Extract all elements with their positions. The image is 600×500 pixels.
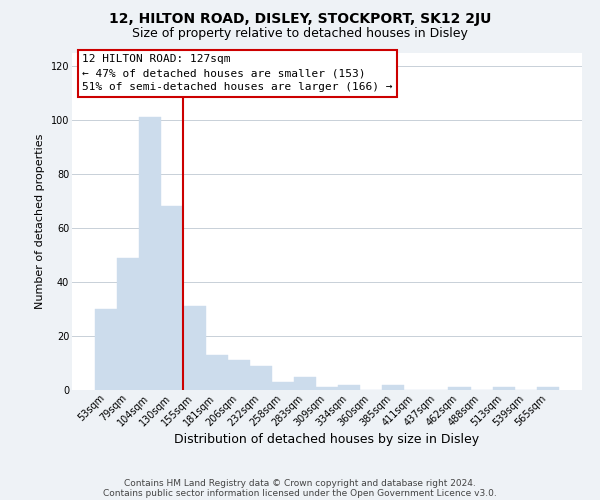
Bar <box>316 388 338 390</box>
Bar <box>161 206 184 390</box>
Text: Contains public sector information licensed under the Open Government Licence v3: Contains public sector information licen… <box>103 488 497 498</box>
X-axis label: Distribution of detached houses by size in Disley: Distribution of detached houses by size … <box>175 433 479 446</box>
Bar <box>338 384 360 390</box>
Bar <box>448 388 470 390</box>
Text: 12 HILTON ROAD: 127sqm
← 47% of detached houses are smaller (153)
51% of semi-de: 12 HILTON ROAD: 127sqm ← 47% of detached… <box>82 54 392 92</box>
Bar <box>227 360 250 390</box>
Bar <box>294 376 316 390</box>
Y-axis label: Number of detached properties: Number of detached properties <box>35 134 45 309</box>
Bar <box>537 388 559 390</box>
Bar <box>95 309 117 390</box>
Bar <box>206 355 227 390</box>
Bar <box>117 258 139 390</box>
Text: Size of property relative to detached houses in Disley: Size of property relative to detached ho… <box>132 28 468 40</box>
Bar <box>184 306 206 390</box>
Bar <box>493 388 515 390</box>
Text: Contains HM Land Registry data © Crown copyright and database right 2024.: Contains HM Land Registry data © Crown c… <box>124 478 476 488</box>
Bar <box>382 384 404 390</box>
Text: 12, HILTON ROAD, DISLEY, STOCKPORT, SK12 2JU: 12, HILTON ROAD, DISLEY, STOCKPORT, SK12… <box>109 12 491 26</box>
Bar <box>272 382 294 390</box>
Bar <box>250 366 272 390</box>
Bar <box>139 118 161 390</box>
